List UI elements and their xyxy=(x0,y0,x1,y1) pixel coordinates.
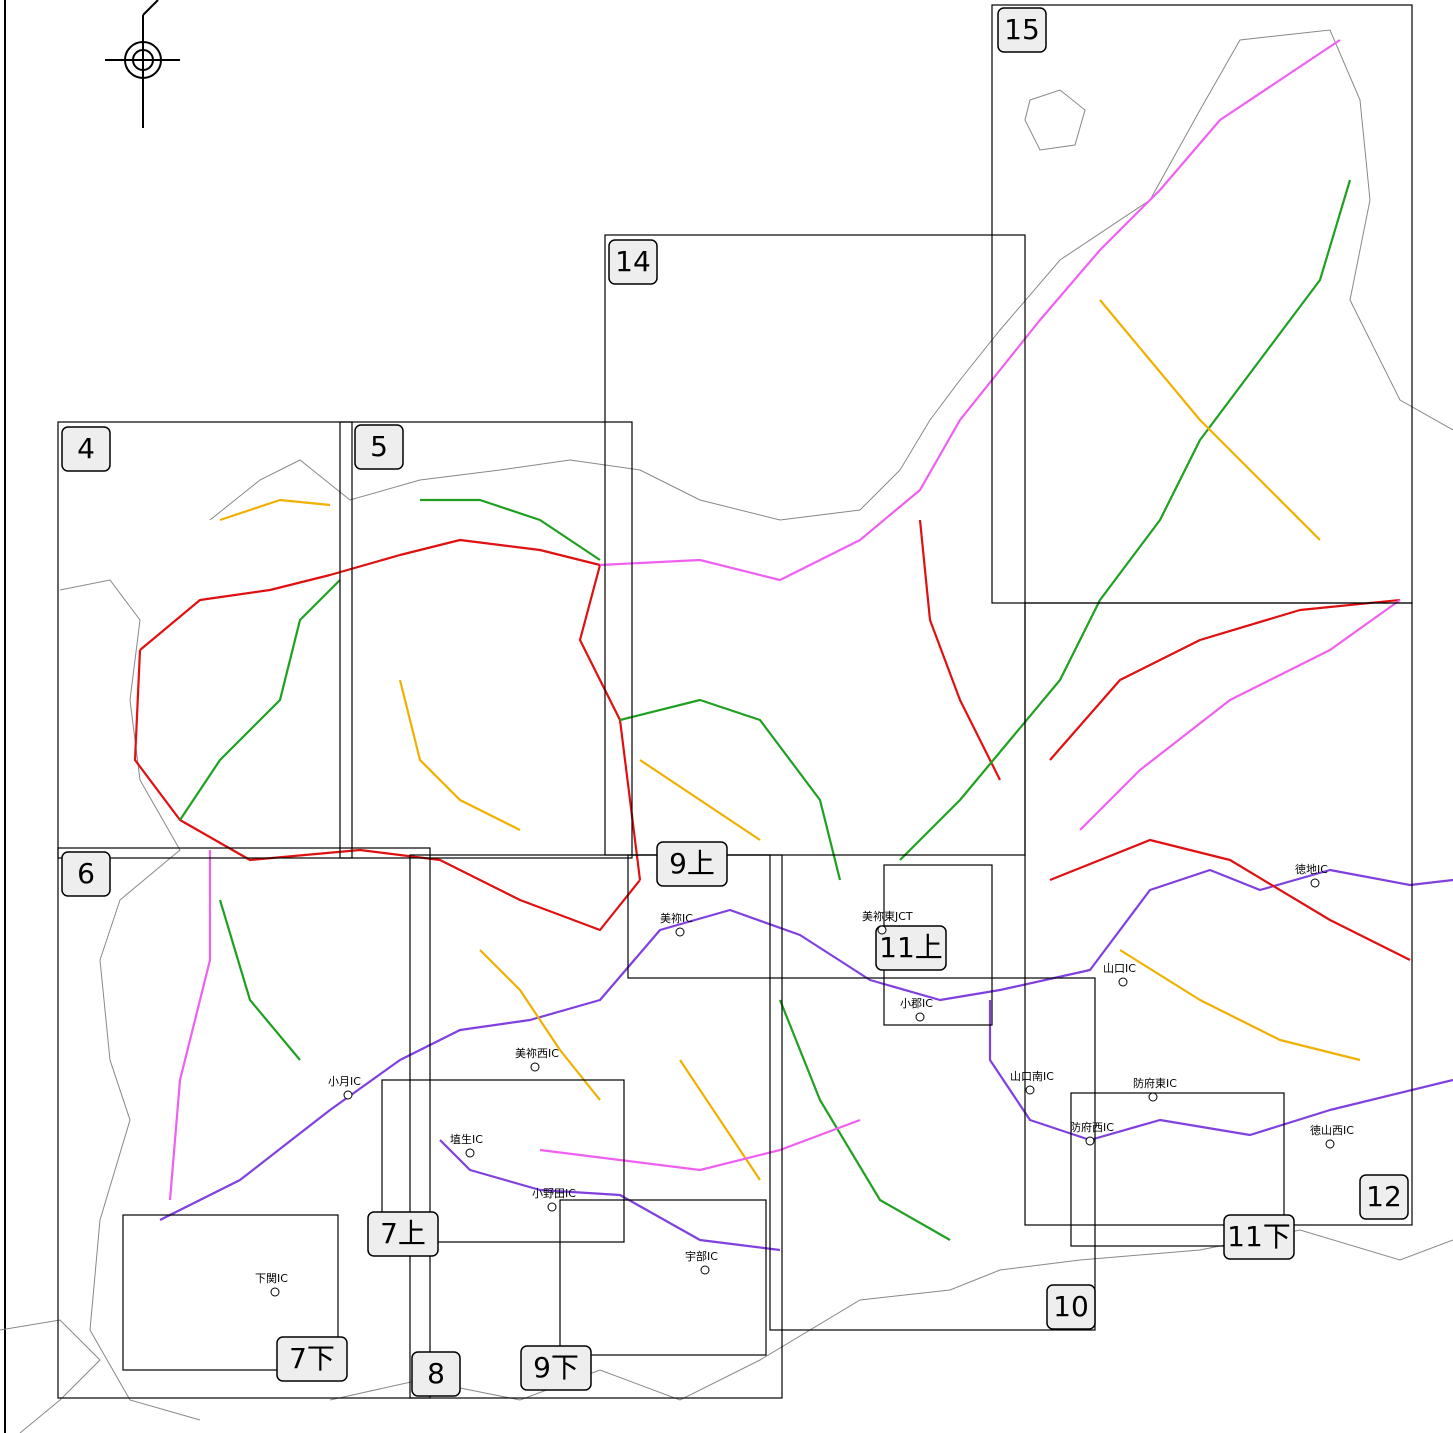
sheet-labels: 15 14 4 5 6 7上 7下 8 9上 9下 10 11上 11下 12 xyxy=(61,7,1409,1397)
sheet-number: 7上 xyxy=(380,1217,426,1250)
ic-name: 防府東IC xyxy=(1133,1076,1177,1090)
ic-name: 小野田IC xyxy=(532,1187,576,1200)
sheet-number: 12 xyxy=(1366,1180,1402,1213)
sheet-label: 5 xyxy=(354,424,404,470)
ic-name: 防府西IC xyxy=(1070,1120,1114,1134)
sheet-outline xyxy=(409,854,783,1399)
label-box xyxy=(997,7,1047,53)
label-box xyxy=(875,925,947,971)
sheet-outline xyxy=(604,234,1026,856)
ic-name: 山口IC xyxy=(1103,962,1136,975)
sheet-label: 14 xyxy=(608,239,658,285)
sheet-label: 9下 xyxy=(520,1345,592,1391)
sheet-label: 6 xyxy=(61,851,111,897)
sheet-outlines xyxy=(57,4,1413,1399)
ic-marker xyxy=(1025,1085,1035,1095)
ic-marker xyxy=(1148,1092,1158,1102)
ic-name: 美祢東JCT xyxy=(862,910,913,923)
sheet-label: 10 xyxy=(1046,1284,1096,1330)
label-box xyxy=(1223,1214,1295,1260)
sheet-number: 7下 xyxy=(289,1342,335,1375)
compass xyxy=(105,0,180,128)
ic-marker xyxy=(1310,878,1320,888)
sheet-number: 6 xyxy=(77,857,95,890)
label-box xyxy=(276,1336,348,1382)
label-box xyxy=(411,1351,461,1397)
ic-name: 美祢IC xyxy=(660,912,693,925)
sheet-outline xyxy=(122,1214,339,1371)
label-box xyxy=(367,1211,439,1257)
ic-name: 美祢西IC xyxy=(515,1047,559,1060)
sheet-label: 8 xyxy=(411,1351,461,1397)
sheet-label: 4 xyxy=(61,426,111,472)
sheet-label: 9上 xyxy=(656,841,728,887)
ic-name: 小月IC xyxy=(328,1075,361,1088)
label-box xyxy=(656,841,728,887)
ic-name: 下関IC xyxy=(255,1272,288,1285)
sheet-number: 4 xyxy=(77,432,95,465)
ic-marker xyxy=(343,1090,353,1100)
sheet-outline xyxy=(339,421,633,859)
label-box xyxy=(1359,1174,1409,1220)
sheet-label: 7上 xyxy=(367,1211,439,1257)
sheet-number: 14 xyxy=(615,245,651,278)
ic-marker xyxy=(1325,1139,1335,1149)
sheet-outline xyxy=(57,847,431,1399)
ic-marker xyxy=(465,1148,475,1158)
label-box xyxy=(354,424,404,470)
ic-marker xyxy=(700,1265,710,1275)
ic-name: 小郡IC xyxy=(900,997,933,1010)
ic-marker xyxy=(877,925,887,935)
ic-marker xyxy=(1118,977,1128,987)
ic-name: 山口南IC xyxy=(1010,1070,1054,1083)
ic-name: 宇部IC xyxy=(685,1249,718,1263)
sheet-outline xyxy=(769,977,1096,1331)
label-box xyxy=(608,239,658,285)
sheet-label: 11上 xyxy=(875,925,947,971)
sheet-number: 9上 xyxy=(669,847,715,880)
ic-marker xyxy=(1085,1136,1095,1146)
sheet-number: 9下 xyxy=(533,1351,579,1384)
ic-name: 徳地IC xyxy=(1295,863,1328,876)
sheet-label: 12 xyxy=(1359,1174,1409,1220)
sheet-number: 11下 xyxy=(1227,1220,1291,1253)
sheet-number: 5 xyxy=(370,430,388,463)
ic-marker xyxy=(915,1012,925,1022)
sheet-number: 10 xyxy=(1053,1290,1089,1323)
ic-marker xyxy=(675,927,685,937)
sheet-outline xyxy=(1024,602,1413,1226)
ic-name: 徳山西IC xyxy=(1310,1124,1354,1137)
sheet-number: 8 xyxy=(427,1357,445,1390)
sheet-label: 7下 xyxy=(276,1336,348,1382)
sheet-outline xyxy=(1070,1092,1285,1247)
sheet-label: 11下 xyxy=(1223,1214,1295,1260)
ic-marker xyxy=(270,1287,280,1297)
label-box xyxy=(61,851,111,897)
sheet-outline xyxy=(559,1199,767,1356)
label-box xyxy=(520,1345,592,1391)
label-box xyxy=(61,426,111,472)
sheet-outline xyxy=(381,1079,625,1243)
ic-marker xyxy=(530,1062,540,1072)
ic-name: 埴生IC xyxy=(450,1132,483,1146)
ic-marker xyxy=(547,1202,557,1212)
sheet-outline xyxy=(57,421,353,859)
sheet-label: 15 xyxy=(997,7,1047,53)
interchange-labels: 美祢IC 美祢東JCT 美祢西IC 小月IC 埴生IC 小野田IC 宇部IC 小郡IC 山口IC… xyxy=(255,863,1354,1297)
label-box xyxy=(1046,1284,1096,1330)
sheet-number: 11上 xyxy=(879,931,943,964)
sheet-number: 15 xyxy=(1004,13,1040,46)
